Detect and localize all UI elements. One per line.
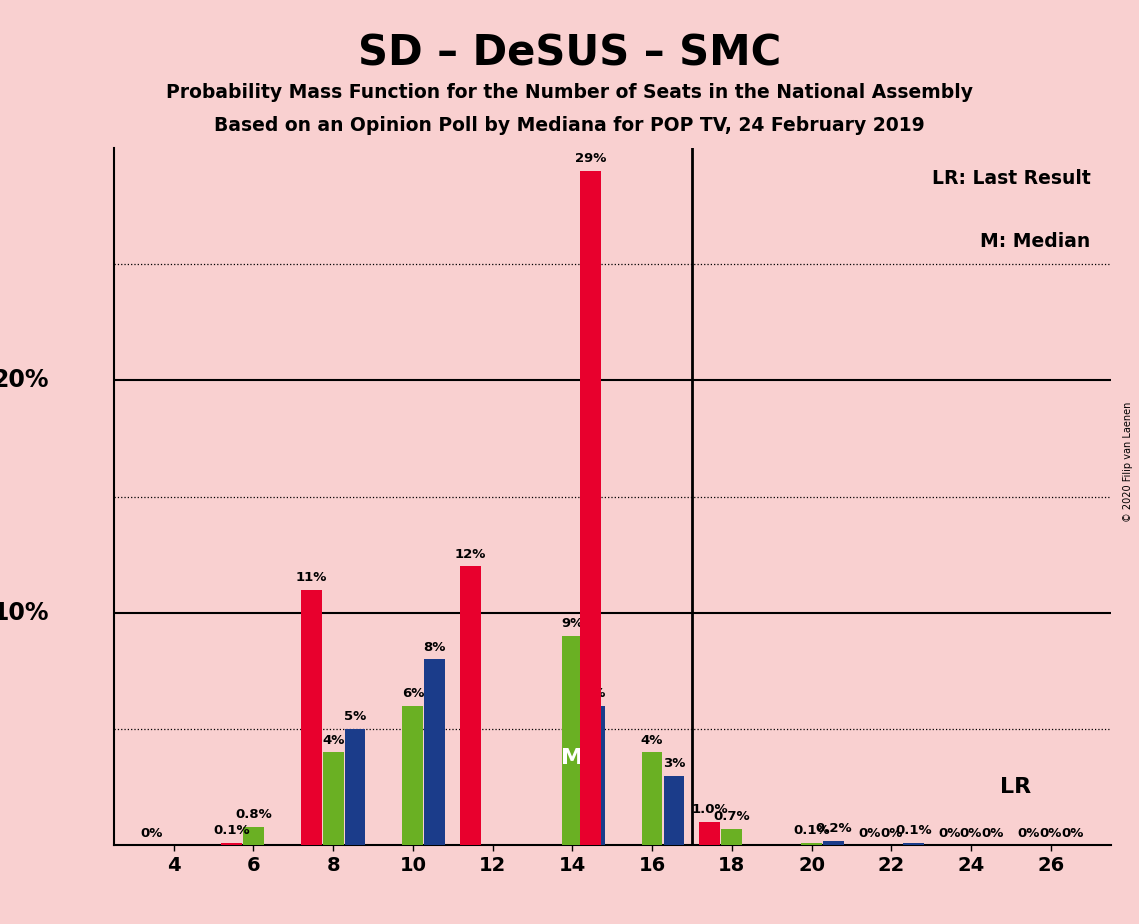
Text: Probability Mass Function for the Number of Seats in the National Assembly: Probability Mass Function for the Number… bbox=[166, 83, 973, 103]
Text: 6%: 6% bbox=[402, 687, 424, 700]
Text: 29%: 29% bbox=[574, 152, 606, 165]
Text: 0.1%: 0.1% bbox=[793, 824, 830, 837]
Text: LR: Last Result: LR: Last Result bbox=[932, 169, 1091, 188]
Text: 9%: 9% bbox=[562, 617, 583, 630]
Text: 8%: 8% bbox=[424, 640, 446, 653]
Text: 11%: 11% bbox=[295, 571, 327, 584]
Bar bbox=[301, 590, 321, 845]
Bar bbox=[243, 827, 264, 845]
Bar bbox=[221, 843, 241, 845]
Text: 0.1%: 0.1% bbox=[895, 824, 932, 837]
Bar bbox=[562, 637, 583, 845]
Bar bbox=[641, 752, 663, 845]
Text: M: M bbox=[562, 748, 583, 768]
Text: 0%: 0% bbox=[1017, 827, 1040, 840]
Bar bbox=[823, 841, 844, 845]
Text: 0.1%: 0.1% bbox=[213, 824, 249, 837]
Text: 20%: 20% bbox=[0, 369, 49, 393]
Text: 4%: 4% bbox=[641, 734, 663, 747]
Text: © 2020 Filip van Laenen: © 2020 Filip van Laenen bbox=[1123, 402, 1132, 522]
Text: 0.8%: 0.8% bbox=[235, 808, 272, 821]
Text: 0%: 0% bbox=[858, 827, 880, 840]
Text: 10%: 10% bbox=[0, 601, 49, 625]
Text: 6%: 6% bbox=[583, 687, 606, 700]
Text: 4%: 4% bbox=[322, 734, 344, 747]
Bar bbox=[580, 171, 600, 845]
Text: Based on an Opinion Poll by Mediana for POP TV, 24 February 2019: Based on an Opinion Poll by Mediana for … bbox=[214, 116, 925, 136]
Text: 0%: 0% bbox=[982, 827, 1005, 840]
Text: 3%: 3% bbox=[663, 757, 686, 770]
Text: 5%: 5% bbox=[344, 711, 367, 723]
Text: LR: LR bbox=[1000, 777, 1031, 797]
Text: 0.2%: 0.2% bbox=[816, 822, 852, 835]
Text: 0%: 0% bbox=[1040, 827, 1062, 840]
Text: 0%: 0% bbox=[937, 827, 960, 840]
Text: 1.0%: 1.0% bbox=[691, 803, 728, 817]
Text: 12%: 12% bbox=[454, 548, 486, 561]
Bar bbox=[721, 829, 743, 845]
Bar bbox=[322, 752, 344, 845]
Bar bbox=[402, 706, 424, 845]
Text: 0%: 0% bbox=[960, 827, 982, 840]
Text: M: Median: M: Median bbox=[981, 232, 1091, 250]
Bar bbox=[425, 660, 445, 845]
Bar bbox=[345, 729, 366, 845]
Bar bbox=[664, 776, 685, 845]
Text: 0%: 0% bbox=[1062, 827, 1084, 840]
Bar bbox=[903, 843, 924, 845]
Text: 0%: 0% bbox=[880, 827, 902, 840]
Bar bbox=[699, 822, 720, 845]
Bar bbox=[460, 566, 481, 845]
Bar bbox=[584, 706, 605, 845]
Text: 0.7%: 0.7% bbox=[713, 810, 751, 823]
Text: 0%: 0% bbox=[140, 827, 163, 840]
Bar bbox=[801, 843, 822, 845]
Text: SD – DeSUS – SMC: SD – DeSUS – SMC bbox=[358, 32, 781, 74]
